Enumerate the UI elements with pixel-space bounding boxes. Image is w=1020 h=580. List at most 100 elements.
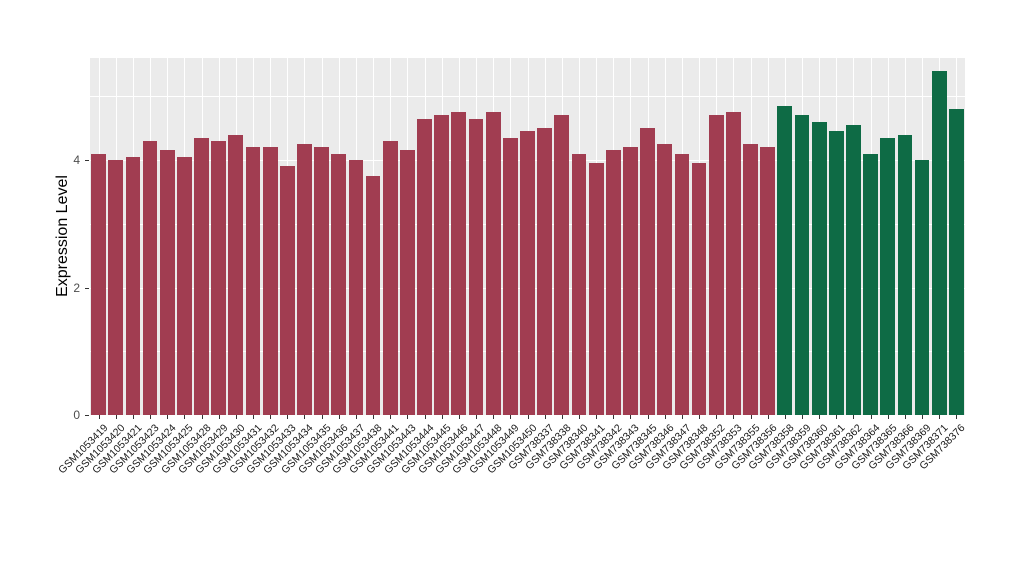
x-tick-mark	[527, 415, 529, 419]
y-tick-mark	[85, 287, 89, 289]
x-tick-mark	[458, 415, 460, 419]
x-tick-mark	[270, 415, 272, 419]
x-tick-mark	[767, 415, 769, 419]
bar-GSM738353	[726, 112, 741, 415]
bar-GSM738341	[588, 163, 604, 415]
x-tick-mark	[784, 415, 786, 419]
bar-GSM1053432	[262, 147, 278, 415]
x-tick-mark	[647, 415, 649, 419]
bar-GSM1053421	[125, 156, 141, 415]
x-tick-mark	[321, 415, 323, 419]
x-tick-mark	[750, 415, 752, 419]
bar-GSM738342	[605, 150, 621, 415]
bar-GSM1053450	[520, 131, 535, 415]
x-tick-mark	[98, 415, 100, 419]
bar-GSM738364	[863, 153, 878, 415]
x-tick-mark	[493, 415, 495, 419]
bar-GSM1053436	[331, 153, 347, 415]
bar-GSM738358	[777, 105, 793, 415]
x-tick-mark	[819, 415, 821, 419]
x-tick-mark	[441, 415, 443, 419]
x-tick-mark	[802, 415, 803, 419]
x-tick-mark	[716, 415, 718, 419]
bar-GSM1053437	[348, 160, 364, 415]
y-tick-label: 2	[73, 280, 80, 295]
bar-GSM1053447	[468, 118, 484, 415]
bar-GSM738365	[880, 137, 896, 415]
x-tick-mark	[956, 415, 958, 419]
bar-GSM1053420	[108, 160, 124, 415]
bar-GSM1053446	[451, 112, 467, 415]
x-tick-mark	[904, 415, 906, 419]
y-tick-label: 0	[73, 408, 80, 422]
bar-GSM738348	[691, 163, 707, 415]
bar-GSM738366	[897, 134, 913, 415]
bar-GSM738369	[914, 160, 930, 415]
bar-GSM738371	[931, 70, 947, 415]
x-tick-mark	[561, 415, 563, 419]
bar-GSM1053434	[297, 144, 312, 415]
x-tick-mark	[578, 415, 580, 419]
bar-GSM738337	[537, 128, 553, 415]
x-tick-mark	[510, 415, 512, 419]
x-tick-mark	[373, 415, 375, 419]
x-tick-mark	[664, 415, 666, 419]
x-tick-mark	[887, 415, 889, 419]
bar-GSM1053423	[142, 140, 158, 415]
x-tick-mark	[390, 415, 392, 419]
bar-GSM738360	[811, 121, 827, 415]
bar-GSM738376	[949, 109, 964, 415]
y-tick-label: 4	[73, 153, 80, 167]
x-tick-mark	[355, 415, 357, 419]
x-tick-mark	[870, 415, 872, 419]
bar-GSM738346	[657, 144, 673, 415]
bar-GSM1053425	[176, 156, 192, 415]
bar-GSM1053419	[91, 153, 106, 415]
bar-GSM1053445	[434, 115, 450, 415]
x-tick-mark	[476, 415, 478, 419]
bar-GSM738361	[828, 131, 844, 415]
x-tick-mark	[407, 415, 409, 419]
x-tick-mark	[681, 415, 683, 419]
y-tick-mark	[85, 160, 89, 161]
bar-GSM738352	[708, 115, 724, 415]
x-tick-mark	[733, 415, 735, 419]
x-tick-mark	[201, 415, 203, 419]
x-tick-mark	[252, 415, 254, 419]
x-tick-mark	[596, 415, 598, 419]
bar-GSM738347	[674, 153, 690, 415]
bar-GSM738359	[794, 115, 810, 415]
x-tick-mark	[922, 415, 924, 419]
bar-GSM1053441	[382, 140, 398, 415]
x-tick-mark	[699, 415, 701, 419]
x-tick-mark	[836, 415, 838, 419]
bar-GSM1053438	[365, 175, 381, 415]
x-tick-mark	[184, 415, 186, 419]
x-tick-mark	[853, 415, 855, 419]
x-tick-mark	[939, 415, 941, 419]
x-tick-mark	[338, 415, 340, 419]
x-tick-mark	[115, 415, 117, 419]
x-tick-mark	[544, 415, 546, 419]
x-tick-mark	[287, 415, 289, 419]
bar-GSM1053448	[485, 112, 501, 415]
bar-GSM738343	[623, 147, 638, 415]
bar-GSM1053449	[502, 137, 518, 415]
bar-GSM1053424	[159, 150, 175, 415]
plot-panel	[90, 58, 965, 417]
bar-GSM1053430	[228, 134, 244, 415]
x-tick-mark	[167, 415, 169, 419]
x-tick-mark	[218, 415, 220, 419]
bar-GSM1053435	[314, 147, 329, 415]
x-tick-mark	[132, 415, 134, 419]
x-tick-mark	[424, 415, 426, 419]
bar-GSM738345	[640, 128, 655, 415]
bar-GSM1053428	[194, 137, 209, 415]
bar-GSM1053429	[211, 140, 227, 415]
bar-GSM738356	[760, 147, 776, 415]
bar-GSM1053433	[279, 166, 295, 415]
bar-GSM738355	[743, 144, 758, 415]
bar-GSM1053444	[417, 118, 432, 415]
y-tick-mark	[85, 415, 89, 416]
